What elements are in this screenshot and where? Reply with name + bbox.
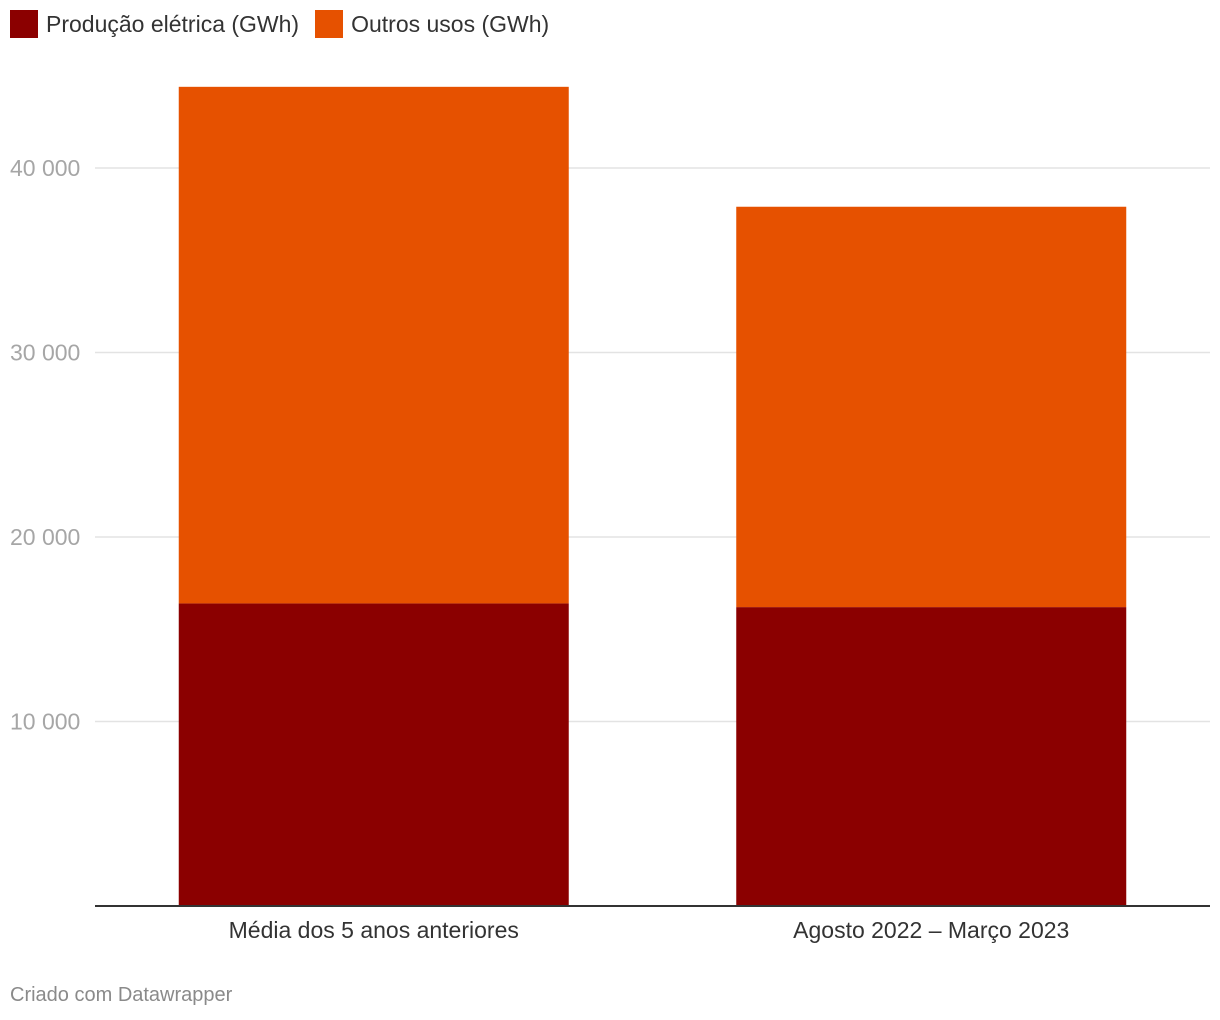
legend-item-producao-eletrica: Produção elétrica (GWh) <box>10 10 299 38</box>
credit-text: Criado com Datawrapper <box>10 984 233 1006</box>
legend-label-producao-eletrica: Produção elétrica (GWh) <box>46 10 300 37</box>
bar-segment-outros-usos <box>736 206 1127 608</box>
legend-label-outros-usos: Outros usos (GWh) <box>351 10 550 37</box>
legend-item-outros-usos: Outros usos (GWh) <box>315 10 549 38</box>
y-tick-label: 20 000 <box>10 524 80 550</box>
legend-swatch-outros-usos <box>315 10 344 38</box>
bar-segment-outros-usos <box>178 86 569 604</box>
y-tick-label: 10 000 <box>10 709 80 735</box>
bar-segment-producao-eletrica <box>736 607 1127 906</box>
y-tick-label: 40 000 <box>10 155 80 181</box>
bar-segment-producao-eletrica <box>178 603 569 906</box>
x-category-label: Agosto 2022 – Março 2023 <box>793 917 1069 943</box>
legend-swatch-producao-eletrica <box>10 10 38 38</box>
stacked-bar-chart: 10 000 20 000 30 000 40 000 Média dos 5 anos… <box>10 86 1210 943</box>
x-category-label: Média dos 5 anos anteriores <box>229 917 519 943</box>
chart-legend: Produção elétrica (GWh) Outros usos (GWh… <box>10 10 549 38</box>
y-tick-label: 30 000 <box>10 340 80 366</box>
